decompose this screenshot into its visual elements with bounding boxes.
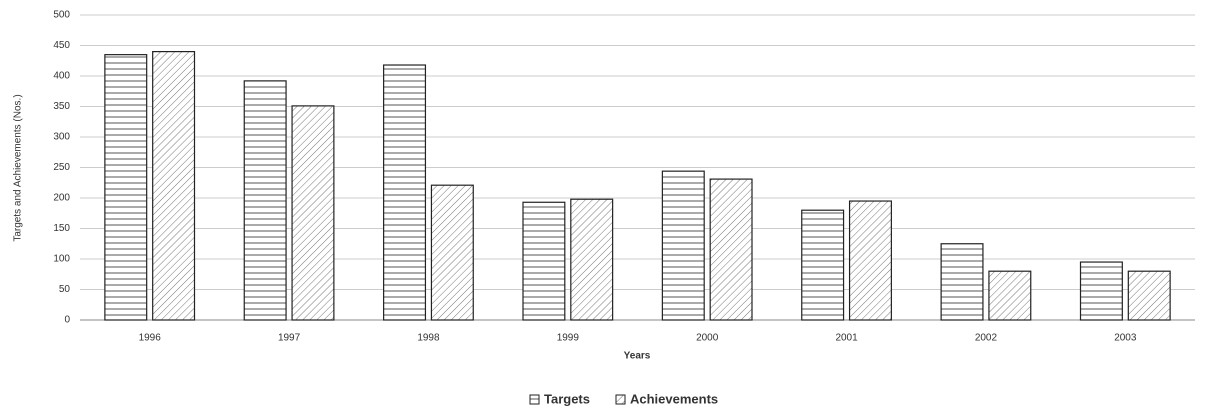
- y-tick-label: 350: [53, 101, 70, 112]
- y-tick-label: 300: [53, 132, 70, 143]
- x-tick-label: 2000: [696, 333, 719, 344]
- bar: [383, 64, 427, 321]
- y-tick-label: 250: [53, 162, 70, 173]
- bar: [243, 80, 287, 321]
- y-tick-label: 500: [53, 10, 70, 21]
- bar: [522, 201, 566, 321]
- bar: [1079, 261, 1123, 321]
- bar: [709, 178, 753, 321]
- y-tick-label: 50: [59, 284, 71, 295]
- bar: [570, 198, 614, 321]
- x-tick-label: 1997: [278, 333, 301, 344]
- legend-label: Targets: [544, 391, 590, 406]
- bar: [848, 200, 892, 321]
- y-tick-label: 0: [64, 315, 70, 326]
- y-tick-label: 400: [53, 71, 70, 82]
- legend-swatch: [529, 394, 540, 405]
- x-axis-label: Years: [624, 351, 651, 362]
- bar: [661, 170, 705, 321]
- x-tick-label: 1999: [557, 333, 580, 344]
- x-tick-label: 2001: [835, 333, 858, 344]
- legend-label: Achievements: [630, 391, 718, 406]
- legend-swatch: [615, 394, 626, 405]
- y-tick-label: 450: [53, 40, 70, 51]
- x-tick-label: 1998: [417, 333, 440, 344]
- bar: [801, 209, 845, 321]
- x-tick-label: 2003: [1114, 333, 1137, 344]
- bar: [104, 54, 148, 321]
- bar: [291, 105, 335, 321]
- x-tick-label: 1996: [139, 333, 162, 344]
- y-tick-label: 200: [53, 193, 70, 204]
- y-tick-label: 100: [53, 254, 70, 265]
- bar: [1127, 270, 1171, 321]
- x-tick-label: 2002: [975, 333, 998, 344]
- bar: [152, 50, 196, 321]
- bar: [430, 184, 474, 321]
- y-axis-label: Targets and Achievements (Nos.): [13, 94, 24, 241]
- bar: [988, 270, 1032, 321]
- bar: [940, 243, 984, 321]
- y-tick-label: 150: [53, 223, 70, 234]
